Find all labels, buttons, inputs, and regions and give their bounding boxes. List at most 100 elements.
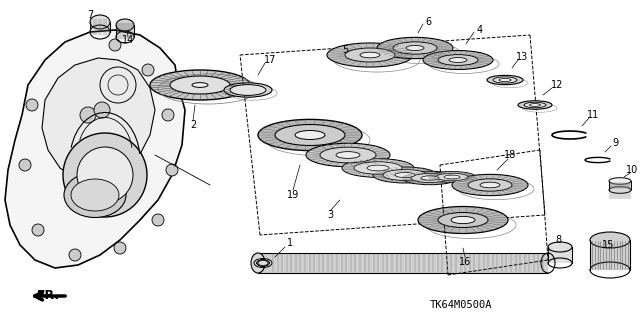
Ellipse shape [393,42,437,54]
Text: 8: 8 [555,235,561,245]
Circle shape [142,64,154,76]
Circle shape [109,39,121,51]
Text: 2: 2 [190,120,196,130]
Ellipse shape [257,260,269,266]
Circle shape [94,102,110,118]
Text: 11: 11 [587,110,599,120]
Ellipse shape [529,104,541,106]
Ellipse shape [360,52,380,58]
Circle shape [166,164,178,176]
Text: 19: 19 [287,190,299,200]
Ellipse shape [449,57,467,63]
Ellipse shape [383,169,427,181]
Ellipse shape [345,48,395,62]
Ellipse shape [257,260,269,266]
Ellipse shape [336,152,360,158]
Ellipse shape [411,174,449,182]
Circle shape [114,242,126,254]
Ellipse shape [116,19,134,31]
Ellipse shape [499,78,511,82]
Ellipse shape [275,124,345,145]
Ellipse shape [257,260,269,266]
Ellipse shape [423,50,493,70]
Ellipse shape [64,173,126,218]
Bar [590,240,630,270]
Ellipse shape [524,102,546,108]
Ellipse shape [192,83,208,87]
Ellipse shape [257,260,269,266]
Text: 18: 18 [504,150,516,160]
Ellipse shape [150,70,250,100]
Ellipse shape [354,162,402,174]
Ellipse shape [548,242,572,252]
Ellipse shape [402,171,458,185]
Bar [548,247,572,263]
Text: 14: 14 [122,35,134,45]
Text: 3: 3 [327,210,333,220]
Text: 5: 5 [342,45,348,55]
Ellipse shape [444,175,460,179]
Ellipse shape [257,260,269,266]
Text: 17: 17 [264,55,276,65]
Ellipse shape [468,179,512,191]
Ellipse shape [451,216,475,224]
Circle shape [80,107,96,123]
Ellipse shape [518,101,552,109]
Ellipse shape [224,83,272,97]
Circle shape [152,214,164,226]
Ellipse shape [452,174,528,196]
Ellipse shape [170,76,230,94]
Ellipse shape [71,179,119,211]
Circle shape [162,109,174,121]
Ellipse shape [258,261,268,265]
Circle shape [32,224,44,236]
Ellipse shape [367,165,389,171]
Ellipse shape [480,182,500,188]
Ellipse shape [342,159,414,177]
Ellipse shape [421,176,439,180]
Text: 13: 13 [516,52,528,62]
Ellipse shape [257,260,269,266]
Ellipse shape [257,260,269,266]
Ellipse shape [609,178,631,184]
Bar [609,181,631,199]
Text: 1: 1 [287,238,293,248]
Text: 4: 4 [477,25,483,35]
Ellipse shape [406,46,424,50]
Text: 15: 15 [602,240,614,250]
Circle shape [69,249,81,261]
Polygon shape [5,30,185,268]
Ellipse shape [438,212,488,227]
Ellipse shape [257,260,269,266]
Ellipse shape [295,130,325,139]
Text: 10: 10 [626,165,638,175]
Ellipse shape [320,147,376,163]
Ellipse shape [327,43,413,67]
Ellipse shape [418,206,508,234]
Ellipse shape [251,253,265,273]
Bar [258,253,548,273]
Ellipse shape [257,260,269,266]
Text: FR.: FR. [36,289,60,302]
Ellipse shape [258,119,362,151]
Ellipse shape [590,232,630,248]
Text: 9: 9 [612,138,618,148]
Ellipse shape [493,77,517,83]
Text: 12: 12 [551,80,563,90]
Circle shape [63,133,147,217]
Ellipse shape [254,258,272,268]
Text: 6: 6 [425,17,431,27]
Ellipse shape [257,260,269,266]
Ellipse shape [257,260,269,266]
Text: 16: 16 [459,257,471,267]
Ellipse shape [306,143,390,167]
Ellipse shape [377,37,453,59]
Ellipse shape [428,172,476,182]
Ellipse shape [395,173,415,177]
Circle shape [77,147,133,203]
Text: 7: 7 [87,10,93,20]
Circle shape [26,99,38,111]
Ellipse shape [436,173,468,181]
Text: TK64M0500A: TK64M0500A [430,300,493,310]
Ellipse shape [257,260,269,266]
